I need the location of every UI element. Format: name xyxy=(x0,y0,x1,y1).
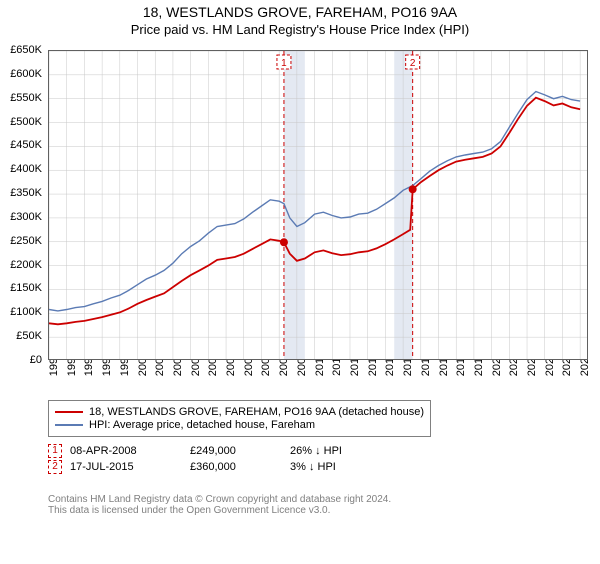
y-tick-label: £300K xyxy=(0,211,42,223)
footer-line-1: Contains HM Land Registry data © Crown c… xyxy=(48,494,391,505)
y-tick-label: £650K xyxy=(0,44,42,56)
sale-delta: 26% ↓ HPI xyxy=(290,445,380,457)
sales-row: 2 17-JUL-2015£360,0003% ↓ HPI xyxy=(48,460,380,474)
legend-label: 18, WESTLANDS GROVE, FAREHAM, PO16 9AA (… xyxy=(89,406,424,418)
sale-marker: 2 xyxy=(48,460,62,474)
y-tick-label: £200K xyxy=(0,259,42,271)
legend-swatch xyxy=(55,424,83,426)
y-tick-label: £550K xyxy=(0,92,42,104)
legend: 18, WESTLANDS GROVE, FAREHAM, PO16 9AA (… xyxy=(48,400,431,437)
sale-price: £360,000 xyxy=(190,461,290,473)
sale-date: 17-JUL-2015 xyxy=(70,461,190,473)
x-axis-labels: 1995199619971998199920002001200220032004… xyxy=(48,360,588,394)
y-tick-label: £50K xyxy=(0,330,42,342)
sale-marker: 1 xyxy=(48,444,62,458)
legend-item: 18, WESTLANDS GROVE, FAREHAM, PO16 9AA (… xyxy=(55,406,424,418)
sales-row: 1 08-APR-2008£249,00026% ↓ HPI xyxy=(48,444,380,458)
sales-table: 1 08-APR-2008£249,00026% ↓ HPI 2 17-JUL-201… xyxy=(48,442,380,476)
y-tick-label: £350K xyxy=(0,187,42,199)
sale-price: £249,000 xyxy=(190,445,290,457)
footer-attribution: Contains HM Land Registry data © Crown c… xyxy=(48,494,391,516)
y-tick-label: £450K xyxy=(0,139,42,151)
y-tick-label: £400K xyxy=(0,163,42,175)
sale-delta: 3% ↓ HPI xyxy=(290,461,380,473)
chart-subtitle: Price paid vs. HM Land Registry's House … xyxy=(0,22,600,37)
y-tick-label: £500K xyxy=(0,116,42,128)
legend-item: HPI: Average price, detached house, Fare… xyxy=(55,419,424,431)
y-tick-label: £150K xyxy=(0,282,42,294)
y-axis-labels: £0£50K£100K£150K£200K£250K£300K£350K£400… xyxy=(0,50,46,360)
legend-label: HPI: Average price, detached house, Fare… xyxy=(89,419,315,431)
svg-text:1: 1 xyxy=(281,58,287,69)
legend-swatch xyxy=(55,411,83,413)
line-chart: 12 xyxy=(48,50,588,360)
y-tick-label: £250K xyxy=(0,235,42,247)
y-tick-label: £100K xyxy=(0,306,42,318)
chart-title: 18, WESTLANDS GROVE, FAREHAM, PO16 9AA xyxy=(0,4,600,20)
footer-line-2: This data is licensed under the Open Gov… xyxy=(48,505,391,516)
y-tick-label: £600K xyxy=(0,68,42,80)
y-tick-label: £0 xyxy=(0,354,42,366)
sale-date: 08-APR-2008 xyxy=(70,445,190,457)
svg-text:2: 2 xyxy=(410,58,416,69)
